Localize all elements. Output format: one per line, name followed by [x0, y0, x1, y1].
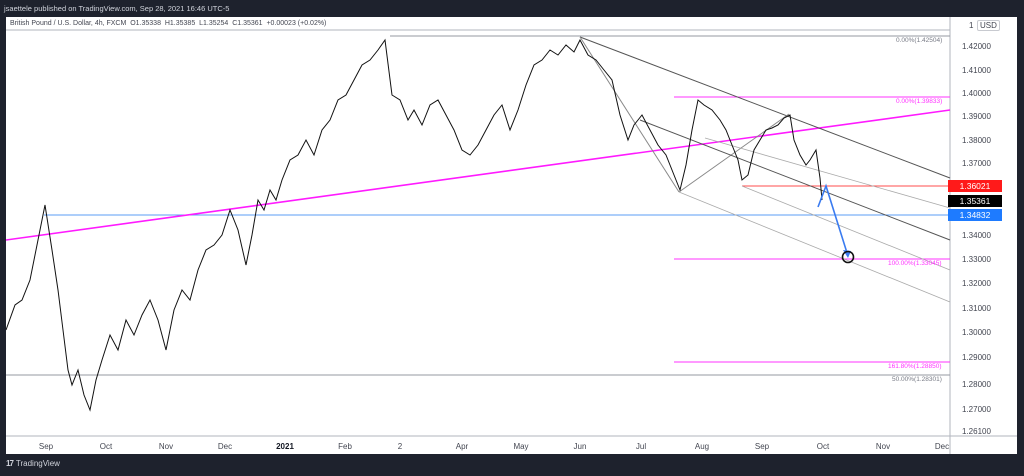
price-tick: 1.32000 — [962, 279, 991, 288]
fib-label-top-magenta: 0.00%(1.39833) — [896, 98, 943, 105]
time-label: May — [513, 442, 529, 451]
currency-button[interactable]: USD — [977, 20, 1000, 31]
time-label: Oct — [816, 442, 830, 451]
footer-brand[interactable]: 17 TradingView — [6, 459, 60, 468]
time-label: 2021 — [276, 442, 294, 451]
fib-label-top-grey: 0.00%(1.42504) — [896, 37, 943, 44]
publish-info: jsaettele published on TradingView.com, … — [4, 4, 230, 13]
price-tick: 1.40000 — [962, 89, 991, 98]
price-tick: 1.34000 — [962, 231, 991, 240]
time-label: Nov — [875, 442, 891, 451]
time-label: Aug — [694, 442, 710, 451]
support-price-tag: 1.34832 — [948, 209, 1002, 221]
price-tick: 1.29000 — [962, 353, 991, 362]
price-tick: 1.42000 — [962, 42, 991, 51]
symbol-name: British Pound / U.S. Dollar, 4h, FXCM — [10, 20, 127, 27]
price-tick: 1.41000 — [962, 66, 991, 75]
ohlc-low: L1.35254 — [199, 20, 229, 27]
fib-label-100: 100.00%(1.33045) — [888, 260, 942, 267]
ohlc-open: O1.35338 — [130, 20, 161, 27]
fib-label-161: 161.80%(1.28850) — [888, 363, 942, 370]
chart-frame[interactable] — [6, 17, 1017, 454]
price-tick: 1.38000 — [962, 136, 991, 145]
time-label: Nov — [158, 442, 174, 451]
time-label: Feb — [338, 442, 352, 451]
time-label: Oct — [99, 442, 113, 451]
symbol-legend: British Pound / U.S. Dollar, 4h, FXCM O1… — [10, 20, 326, 27]
fib-label-50: 50.00%(1.28301) — [892, 376, 942, 383]
price-tick: 1.33000 — [962, 255, 991, 264]
price-tick: 1.37000 — [962, 159, 991, 168]
brand-name: TradingView — [15, 459, 60, 468]
price-chart[interactable] — [6, 17, 1017, 454]
currency-prefix: 1 — [969, 21, 974, 30]
ohlc-close: C1.35361 — [232, 20, 263, 27]
time-label: Sep — [38, 442, 54, 451]
price-tick: 1.31000 — [962, 304, 991, 313]
time-label: 2 — [397, 442, 403, 451]
price-tick: 1.27000 — [962, 405, 991, 414]
price-tick: 1.28000 — [962, 380, 991, 389]
time-label: Apr — [455, 442, 469, 451]
last-price-tag: 1.35361 — [948, 195, 1002, 207]
resistance-price-tag: 1.36021 — [948, 180, 1002, 192]
time-label: Sep — [754, 442, 770, 451]
time-label: Jul — [635, 442, 647, 451]
tradingview-logo-icon: 17 — [6, 459, 14, 468]
time-label: Jun — [573, 442, 587, 451]
price-tick: 1.26100 — [962, 427, 991, 436]
price-change: +0.00023 (+0.02%) — [266, 20, 327, 27]
price-tick: 1.39000 — [962, 112, 991, 121]
price-tick: 1.30000 — [962, 328, 991, 337]
ohlc-high: H1.35385 — [164, 20, 196, 27]
time-label: Dec — [217, 442, 233, 451]
time-label: Dec — [934, 442, 950, 451]
